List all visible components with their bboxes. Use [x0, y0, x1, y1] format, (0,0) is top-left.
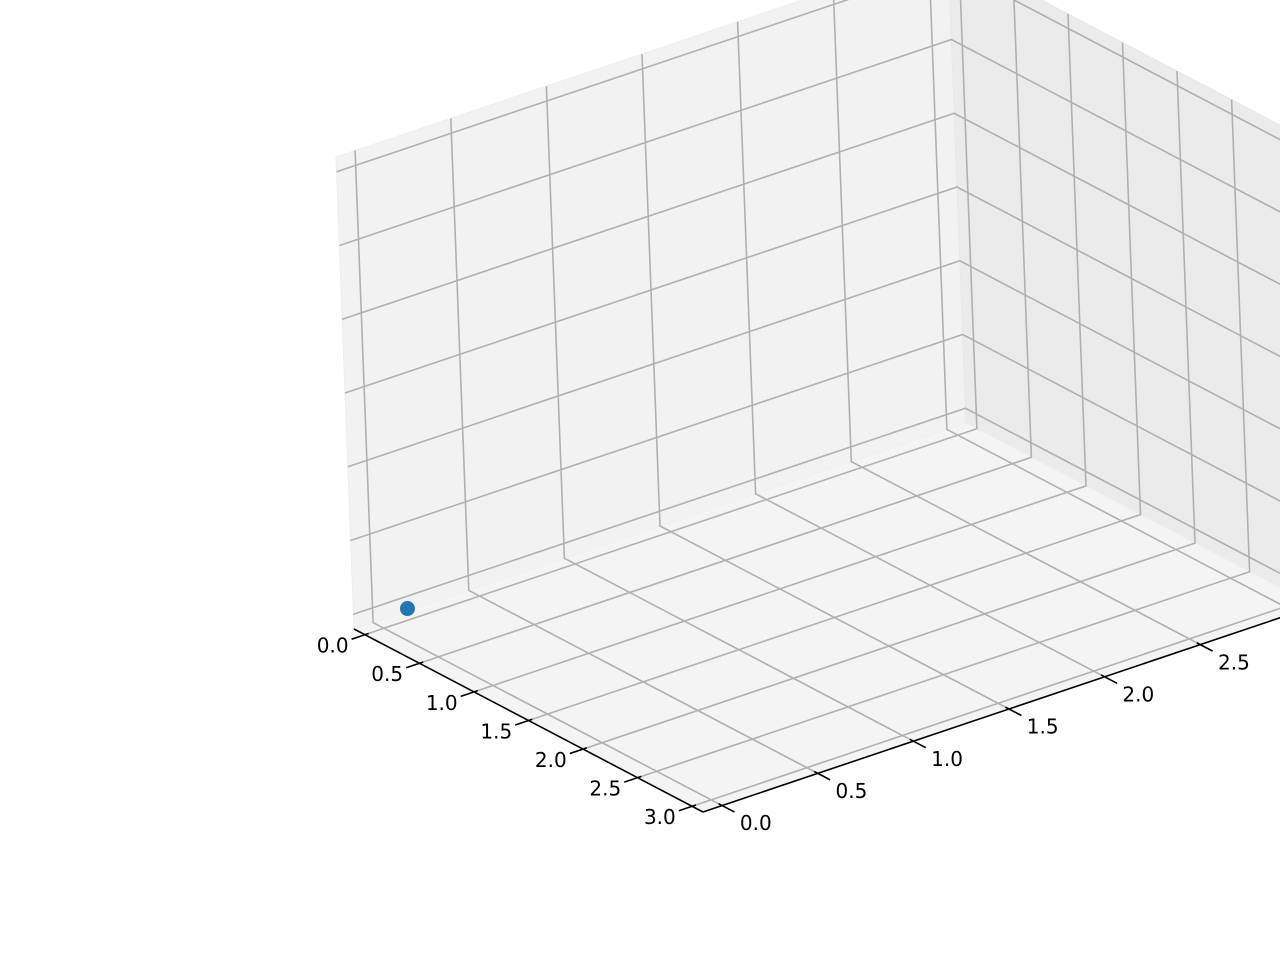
x-tick-label: 2.5 [589, 777, 621, 801]
x-tick-mark [514, 718, 533, 726]
y-tick-mark [1005, 706, 1022, 717]
x-tick-label: 1.0 [426, 691, 458, 715]
y-tick-label: 0.5 [835, 779, 867, 803]
grid-lines [336, 0, 1280, 808]
x-tick-label: 1.5 [480, 719, 512, 743]
grid-line-x [637, 99, 1251, 779]
grid-line-z [344, 186, 1280, 394]
y-tick-mark [909, 738, 927, 749]
x-tick-label: 0.5 [371, 662, 403, 686]
grid-line-z [339, 38, 1280, 247]
y-tick-mark [813, 770, 831, 781]
grid-line-y [929, 0, 1280, 605]
axis-ticks: 0.00.51.01.52.02.53.00.00.51.01.52.02.53… [317, 632, 1250, 835]
data-points [399, 601, 415, 617]
y-tick-mark [1100, 674, 1118, 685]
y-tick-label: 2.0 [1122, 682, 1154, 706]
x-tick-mark [569, 747, 588, 755]
y-tick-label: 1.0 [931, 747, 963, 771]
x-tick-label: 3.0 [644, 805, 676, 829]
grid-line-z [341, 112, 1280, 321]
y-tick-label: 1.5 [1027, 715, 1059, 739]
grid-line-x [691, 607, 1280, 808]
grid-line-y [450, 118, 819, 775]
x-tick-mark [460, 689, 479, 698]
grid-line-z [347, 259, 1280, 468]
grid-line-y [545, 86, 914, 742]
grid-line-x [364, 0, 978, 636]
grid-line-y [641, 53, 1010, 710]
x-tick-mark [405, 661, 424, 669]
y-tick-mark [718, 802, 735, 813]
x-tick-label: 2.0 [535, 748, 567, 772]
x-tick-mark [678, 804, 697, 812]
grid-line-z [336, 0, 1280, 173]
x-tick-label: 0.0 [317, 634, 349, 658]
data-point-series-1 [399, 601, 415, 617]
grid-line-x [419, 0, 1033, 665]
grid-line-z [350, 333, 1280, 542]
grid-line-y [832, 0, 1201, 646]
x-tick-mark [351, 632, 369, 640]
grid-line-x [582, 71, 1196, 750]
grid-line-x [473, 13, 1087, 693]
x-tick-mark [624, 775, 642, 783]
grid-line-x [528, 42, 1142, 722]
grid-line-z [353, 407, 1280, 616]
grid-line-y [354, 150, 723, 807]
y-tick-mark [1196, 642, 1214, 652]
grid-line-y [736, 21, 1105, 678]
y-tick-label: 2.5 [1218, 650, 1250, 674]
y-tick-label: 0.0 [740, 811, 772, 835]
axis-panes [335, 0, 1280, 813]
